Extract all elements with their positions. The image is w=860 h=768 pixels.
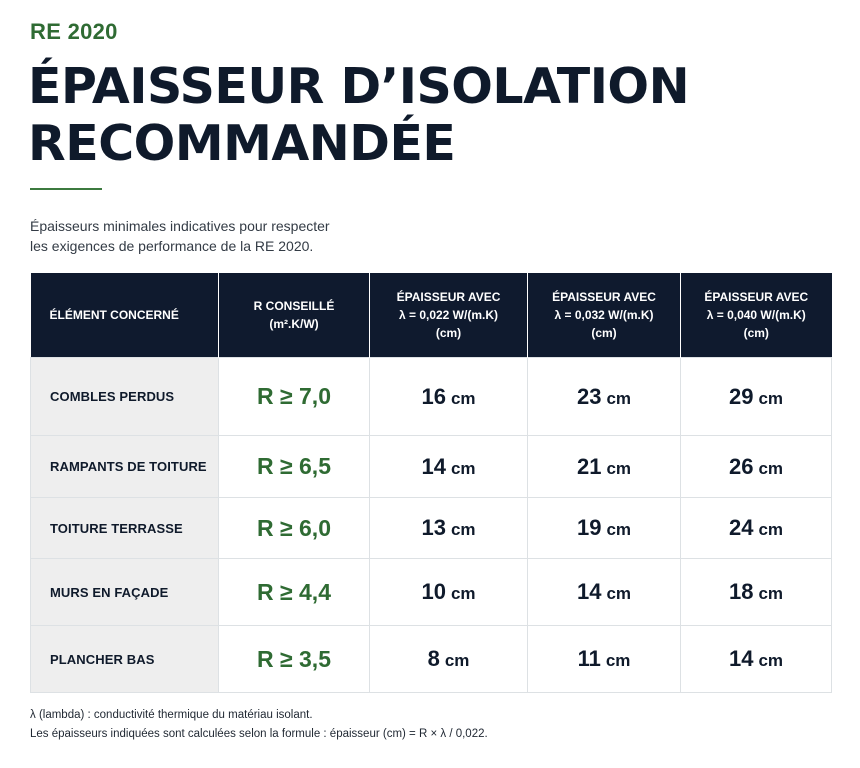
row-thickness-040: 14 cm (680, 625, 832, 693)
row-r-value: R ≥ 4,4 (218, 558, 370, 626)
thickness-unit: cm (606, 520, 632, 539)
thickness-unit: cm (758, 584, 784, 603)
row-r-value: R ≥ 7,0 (218, 357, 370, 436)
header-lambda-032-line-2: λ = 0,032 W/(m.K) (554, 308, 654, 322)
header-r: R CONSEILLÉ (m².K/W) (218, 273, 370, 358)
thickness-number: 21 (576, 453, 602, 479)
thickness-number: 13 (421, 515, 446, 540)
row-r-value: R ≥ 3,5 (218, 625, 370, 693)
insulation-table: ÉLÉMENT CONCERNÉ R CONSEILLÉ (m².K/W) ÉP… (30, 273, 832, 693)
thickness-unit: cm (450, 584, 476, 603)
row-element: TOITURE TERRASSE (30, 497, 219, 559)
thickness-number: 19 (576, 515, 602, 540)
thickness-unit: cm (606, 388, 632, 408)
row-element: COMBLES PERDUS (30, 357, 219, 436)
row-thickness-040: 18 cm (680, 558, 832, 626)
thickness-unit: cm (606, 584, 632, 603)
thickness-unit: cm (758, 458, 784, 478)
thickness-number: 23 (576, 383, 602, 409)
header-element-line-1: ÉLÉMENT CONCERNÉ (49, 308, 179, 322)
thickness-number: 18 (728, 579, 754, 604)
row-element: MURS EN FAÇADE (30, 558, 219, 626)
table-header-row: ÉLÉMENT CONCERNÉ R CONSEILLÉ (m².K/W) ÉP… (30, 273, 832, 358)
row-thickness-032: 21 cm (527, 435, 681, 498)
row-thickness-032: 14 cm (527, 558, 681, 626)
thickness-unit: cm (450, 520, 476, 539)
intro-line-1: Épaisseurs minimales indicatives pour re… (30, 218, 330, 234)
page-title-line-2: RECOMMANDÉE (28, 115, 456, 172)
thickness-unit: cm (444, 651, 470, 670)
thickness-number: 29 (728, 383, 754, 409)
header-lambda-022: ÉPAISSEUR AVEC λ = 0,022 W/(m.K) (cm) (369, 273, 528, 358)
header-lambda-032-line-3: (cm) (591, 326, 617, 340)
footnote-lambda: λ (lambda) : conductivité thermique du m… (30, 709, 313, 721)
table-row: PLANCHER BAS R ≥ 3,5 8 cm 11 cm 14 cm (30, 625, 832, 693)
thickness-number: 14 (576, 579, 602, 604)
row-element: RAMPANTS DE TOITURE (30, 435, 219, 498)
header-lambda-022-line-3: (cm) (435, 326, 462, 340)
row-thickness-022: 14 cm (369, 435, 528, 498)
row-r-value: R ≥ 6,5 (218, 435, 370, 498)
thickness-number: 14 (728, 646, 754, 671)
row-thickness-022: 13 cm (369, 497, 528, 559)
row-thickness-032: 11 cm (527, 625, 681, 693)
header-lambda-040-line-3: (cm) (743, 326, 769, 340)
thickness-unit: cm (450, 458, 476, 478)
kicker-label: RE 2020 (30, 19, 118, 44)
thickness-number: 16 (421, 383, 446, 409)
intro-text: Épaisseurs minimales indicatives pour re… (30, 216, 330, 256)
page-title-line-1: ÉPAISSEUR D’ISOLATION (28, 58, 690, 115)
thickness-number: 10 (421, 579, 446, 604)
page-title: ÉPAISSEUR D’ISOLATION RECOMMANDÉE (28, 58, 690, 172)
thickness-unit: cm (450, 388, 476, 408)
thickness-unit: cm (758, 520, 784, 539)
thickness-number: 24 (728, 515, 754, 540)
row-thickness-032: 23 cm (527, 357, 681, 436)
thickness-number: 11 (577, 646, 601, 671)
header-lambda-022-line-2: λ = 0,022 W/(m.K) (398, 308, 499, 322)
thickness-unit: cm (606, 458, 632, 478)
intro-line-2: les exigences de performance de la RE 20… (30, 238, 314, 254)
header-lambda-022-line-1: ÉPAISSEUR AVEC (396, 290, 501, 304)
thickness-number: 26 (728, 453, 754, 479)
footnotes: λ (lambda) : conductivité thermique du m… (30, 706, 488, 744)
row-thickness-040: 29 cm (680, 357, 832, 436)
table-row: COMBLES PERDUS R ≥ 7,0 16 cm 23 cm 29 cm (30, 357, 832, 436)
title-divider (30, 188, 102, 190)
header-element: ÉLÉMENT CONCERNÉ (30, 273, 219, 358)
row-thickness-022: 8 cm (369, 625, 528, 693)
row-r-value: R ≥ 6,0 (218, 497, 370, 559)
table-row: RAMPANTS DE TOITURE R ≥ 6,5 14 cm 21 cm 26… (30, 435, 832, 498)
row-thickness-022: 10 cm (369, 558, 528, 626)
table-row: TOITURE TERRASSE R ≥ 6,0 13 cm 19 cm 24 cm (30, 497, 832, 559)
row-thickness-040: 26 cm (680, 435, 832, 498)
header-lambda-040-line-1: ÉPAISSEUR AVEC (704, 290, 809, 304)
table-row: MURS EN FAÇADE R ≥ 4,4 10 cm 14 cm 18 cm (30, 558, 832, 626)
header-lambda-040-line-2: λ = 0,040 W/(m.K) (706, 308, 806, 322)
header-lambda-032-line-1: ÉPAISSEUR AVEC (552, 290, 656, 304)
header-r-line-1: R CONSEILLÉ (253, 299, 335, 313)
thickness-number: 8 (427, 646, 440, 671)
header-lambda-032: ÉPAISSEUR AVEC λ = 0,032 W/(m.K) (cm) (527, 273, 681, 358)
thickness-unit: cm (758, 388, 784, 408)
footnote-formula: Les épaisseurs indiquées sont calculées … (30, 728, 488, 740)
header-lambda-040: ÉPAISSEUR AVEC λ = 0,040 W/(m.K) (cm) (680, 273, 832, 358)
thickness-unit: cm (758, 651, 784, 670)
row-thickness-032: 19 cm (527, 497, 681, 559)
row-element: PLANCHER BAS (30, 625, 219, 693)
row-thickness-040: 24 cm (680, 497, 832, 559)
thickness-unit: cm (605, 651, 631, 670)
row-thickness-022: 16 cm (369, 357, 528, 436)
header-r-line-2: (m².K/W) (269, 317, 319, 331)
thickness-number: 14 (421, 453, 446, 479)
